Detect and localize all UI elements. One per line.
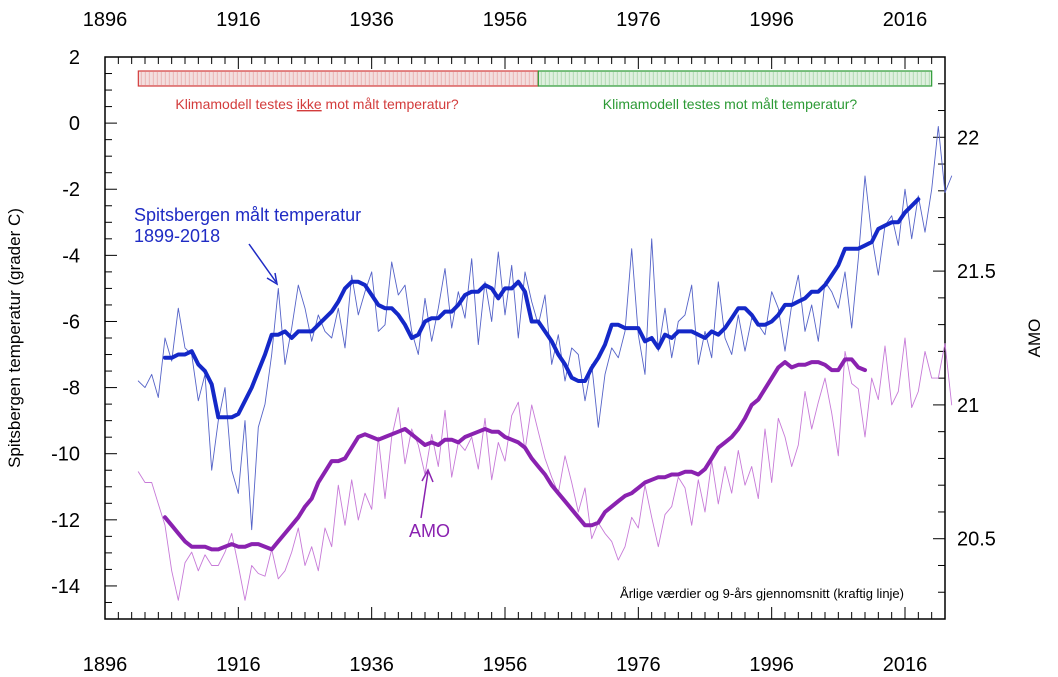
x-tick-label-top: 1916 [216, 9, 261, 31]
series-line-4 [163, 357, 867, 552]
y-tick-label-left: 0 [69, 113, 80, 135]
y-tick-label-left: -8 [62, 378, 80, 400]
x-tick-label-top: 1936 [349, 9, 394, 31]
x-tick-label-bottom: 1936 [349, 654, 394, 676]
annotation-arrow-blue [248, 243, 279, 286]
band-label-before: Klimamodell testes ikke mot målt tempera… [175, 96, 458, 112]
x-tick-label-bottom: 1956 [483, 654, 528, 676]
period-band-2 [537, 70, 933, 87]
series-line-3 [137, 337, 953, 601]
annotation-spitsbergen-line1: Spitsbergen målt temperatur [134, 205, 361, 225]
x-tick-label-bottom: 1896 [83, 654, 128, 676]
y-tick-label-left: -12 [51, 510, 80, 532]
x-tick-label-top: 1896 [83, 9, 128, 31]
top-axis-ticks [104, 57, 946, 69]
left-axis-ticks [105, 56, 117, 620]
y-tick-label-left: -2 [62, 179, 80, 201]
period-band-1 [137, 70, 539, 87]
right-tick-labels: 22 21.5 21 20.5 [957, 127, 996, 550]
period-bands [137, 70, 933, 87]
y-tick-label-left: 2 [69, 47, 80, 69]
series-line-2 [163, 197, 921, 420]
bottom-axis-ticks [104, 607, 946, 619]
left-axis-title: Spitsbergen temperatur (grader C) [5, 208, 24, 468]
series-layer [137, 125, 953, 601]
x-tick-label-top: 2016 [883, 9, 928, 31]
x-tick-label-top: 1956 [483, 9, 528, 31]
y-tick-label-right: 21 [957, 395, 979, 417]
band-label-ikke: ikke [297, 96, 322, 112]
y-tick-label-right: 22 [957, 127, 979, 149]
series-line-1 [137, 125, 953, 531]
annotation-spitsbergen-line2: 1899-2018 [134, 226, 220, 246]
annotation-note: Årlige værdier og 9-års gjennomsnitt (kr… [620, 586, 904, 601]
y-tick-label-right: 21.5 [957, 261, 996, 283]
y-tick-label-left: -14 [51, 576, 80, 598]
band-label-after: Klimamodell testes mot målt temperatur? [603, 96, 858, 112]
left-tick-labels: 2 0 -2 -4 -6 -8 -10 -12 -14 [51, 47, 80, 598]
y-tick-label-right: 20.5 [957, 529, 996, 551]
right-axis-ticks [933, 56, 945, 620]
x-tick-label-bottom: 1996 [749, 654, 794, 676]
top-tick-labels: 1896 1916 1936 1956 1976 1996 2016 [83, 9, 928, 31]
right-axis-title: AMO [1025, 319, 1044, 358]
x-tick-label-top: 1996 [749, 9, 794, 31]
x-tick-label-top: 1976 [616, 9, 661, 31]
annotation-arrow-purple [420, 468, 434, 519]
annotation-amo: AMO [409, 521, 450, 541]
x-tick-label-bottom: 1916 [216, 654, 261, 676]
y-tick-label-left: -6 [62, 311, 80, 333]
y-tick-label-left: -4 [62, 245, 80, 267]
x-tick-label-bottom: 1976 [616, 654, 661, 676]
y-tick-label-left: -10 [51, 444, 80, 466]
x-tick-label-bottom: 2016 [883, 654, 928, 676]
bottom-tick-labels: 1896 1916 1936 1956 1976 1996 2016 [83, 654, 928, 676]
